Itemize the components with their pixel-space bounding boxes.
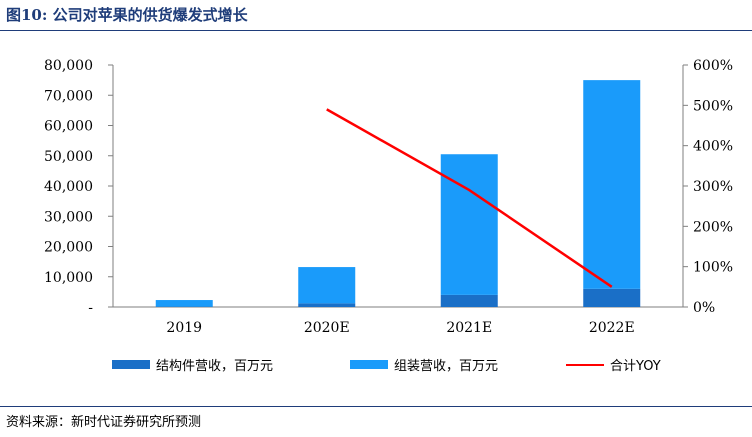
right-tick-label: 200%: [693, 219, 733, 235]
left-tick-label: 60,000: [44, 119, 93, 135]
left-tick-label: 80,000: [44, 58, 93, 74]
legend: 结构件营收，百万元 组装营收，百万元 合计YOY: [0, 355, 752, 377]
bar-assembly: [440, 154, 498, 295]
bar-assembly: [583, 80, 641, 289]
chart-yoy-line: [326, 108, 613, 288]
left-tick-label: -: [88, 300, 93, 316]
source-note: 资料来源：新时代证券研究所预测: [6, 415, 202, 430]
left-tick-label: 10,000: [44, 270, 93, 286]
x-tick-label: 2022E: [589, 320, 635, 336]
figure-title: 图10: 公司对苹果的供货爆发式增长: [6, 6, 248, 24]
legend-item-assembly: 组装营收，百万元: [350, 355, 498, 374]
legend-swatch-structural: [112, 360, 150, 369]
left-tick-label: 50,000: [44, 149, 93, 165]
legend-label-assembly: 组装营收，百万元: [394, 359, 499, 374]
x-tick-label: 2021E: [446, 320, 492, 336]
right-tick-label: 500%: [693, 98, 733, 114]
bar-structural: [583, 288, 641, 307]
x-tick-label: 2019: [166, 320, 202, 336]
chart-tick-labels: - 10,000 20,000 30,000 40,000 50,000 60,000 70,…: [44, 58, 733, 336]
bar-structural: [298, 303, 356, 307]
chart-bars: [155, 80, 641, 307]
legend-label-yoy: 合计YOY: [610, 359, 661, 374]
right-tick-label: 300%: [693, 179, 733, 195]
legend-swatch-assembly: [350, 360, 388, 369]
x-tick-label: 2020E: [304, 320, 350, 336]
legend-line-yoy: [566, 363, 604, 366]
legend-item-structural: 结构件营收，百万元: [112, 355, 273, 374]
source-rule: [0, 406, 752, 407]
legend-label-structural: 结构件营收，百万元: [156, 359, 274, 374]
legend-item-yoy: 合计YOY: [566, 355, 661, 374]
right-tick-label: 400%: [693, 139, 733, 155]
left-tick-label: 40,000: [44, 179, 93, 195]
left-tick-label: 30,000: [44, 209, 93, 225]
title-rule: [0, 30, 752, 31]
bar-assembly: [155, 300, 213, 307]
left-tick-label: 20,000: [44, 240, 93, 256]
right-tick-label: 600%: [693, 58, 733, 74]
bar-structural: [440, 294, 498, 307]
right-tick-label: 100%: [693, 260, 733, 276]
bar-assembly: [298, 267, 356, 304]
right-tick-label: 0%: [693, 300, 715, 316]
left-tick-label: 70,000: [44, 88, 93, 104]
